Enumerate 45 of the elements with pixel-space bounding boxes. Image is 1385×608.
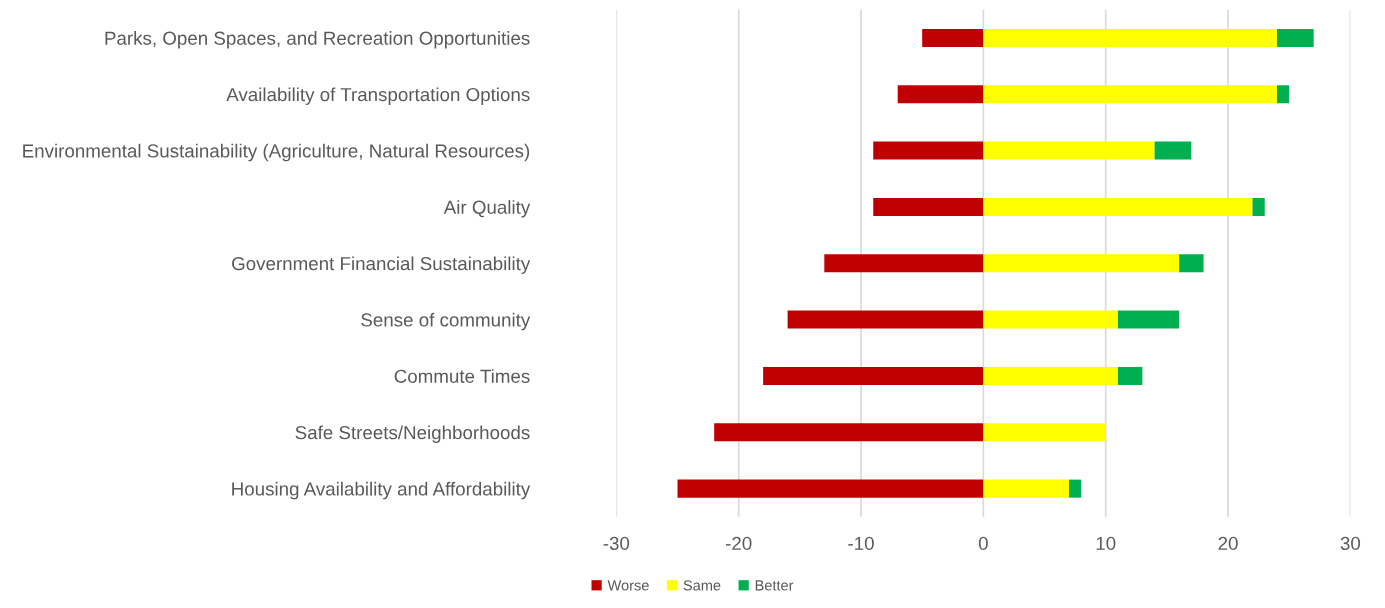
- bar: [983, 310, 1118, 329]
- y-tick-label: Safe Streets/Neighborhoods: [295, 425, 530, 443]
- x-tick-label: -20: [725, 536, 752, 551]
- y-tick-label: Government Financial Sustainability: [232, 256, 531, 274]
- bar: [1179, 254, 1204, 273]
- y-tick-label: Air Quality: [443, 200, 531, 218]
- y-tick-label: Commute Times: [394, 369, 530, 383]
- bar: [1276, 85, 1290, 104]
- legend-label: Better: [755, 580, 794, 591]
- bar: [983, 141, 1155, 160]
- y-tick-label: Housing Availability and Affordability: [232, 481, 531, 500]
- bar: [983, 366, 1118, 385]
- y-tick-label: Environmental Sustainability (Agriculture, Natural Resources): [23, 143, 530, 162]
- bar: [983, 85, 1277, 104]
- bar: [922, 28, 984, 47]
- x-tick-label: -10: [848, 536, 874, 551]
- bar: [824, 254, 984, 273]
- x-tick-label: 30: [1340, 536, 1361, 551]
- bar: [787, 310, 984, 329]
- legend-label: Same: [683, 580, 721, 591]
- bar: [983, 254, 1180, 273]
- bar: [1117, 366, 1143, 385]
- y-tick-label: Availability of Transportation Options: [226, 87, 530, 105]
- x-tick-label: 10: [1096, 536, 1116, 551]
- y-tick-label: Sense of community: [361, 312, 531, 331]
- bar: [897, 85, 984, 104]
- bar: [873, 197, 984, 216]
- bar: [873, 141, 984, 160]
- x-tick-label: 20: [1218, 536, 1238, 551]
- bar: [714, 423, 984, 442]
- x-tick-label: 0: [978, 536, 988, 551]
- x-tick-label: -30: [603, 536, 630, 551]
- bar: [1117, 310, 1180, 329]
- y-tick-label: Parks, Open Spaces, and Recreation Opportunities: [105, 31, 530, 49]
- bar: [1276, 28, 1314, 47]
- bar: [983, 28, 1277, 47]
- bar: [677, 479, 984, 498]
- bar: [983, 197, 1253, 216]
- bar: [1252, 197, 1265, 216]
- bar: [1068, 479, 1082, 498]
- bar: [763, 366, 984, 385]
- legend-label: Worse: [607, 580, 649, 591]
- bar: [983, 479, 1069, 498]
- bar: [1154, 141, 1192, 160]
- bar: [983, 423, 1106, 442]
